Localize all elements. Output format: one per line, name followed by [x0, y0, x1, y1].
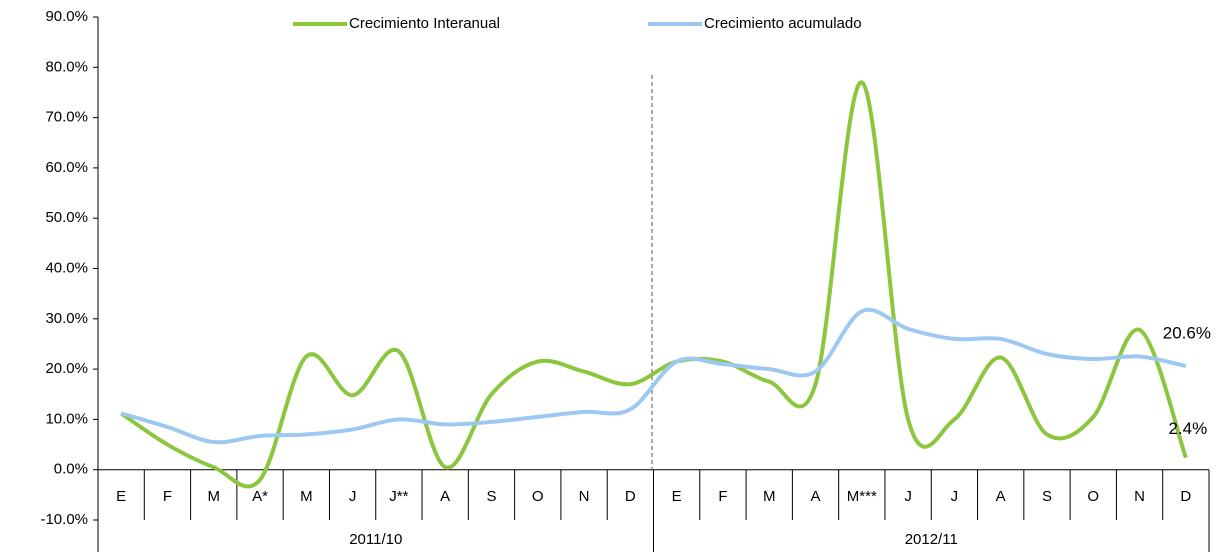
y-tick-label: 10.0%	[45, 410, 88, 427]
x-tick-label: S	[1042, 488, 1052, 505]
legend-label: Crecimiento acumulado	[704, 15, 862, 32]
y-tick-label: 0.0%	[54, 461, 88, 478]
x-tick-label: A*	[252, 488, 268, 505]
series-line	[120, 80, 1188, 489]
group-label: 2011/10	[349, 531, 402, 548]
group-label: 2012/11	[905, 531, 958, 548]
x-tick-label: J	[349, 488, 357, 505]
x-tick-label: J	[951, 488, 959, 505]
data-label: 20.6%	[1163, 324, 1211, 343]
y-tick-label: 70.0%	[45, 109, 88, 126]
x-tick-label: A	[440, 488, 450, 505]
x-tick-label: A	[996, 488, 1006, 505]
x-tick-label: D	[625, 488, 636, 505]
x-tick-label: F	[163, 488, 172, 505]
x-tick-label: M	[207, 488, 220, 505]
y-tick-label: 30.0%	[45, 310, 88, 327]
x-tick-label: M	[763, 488, 776, 505]
x-tick-label: F	[718, 488, 727, 505]
x-tick-label: J	[904, 488, 912, 505]
legend-label: Crecimiento Interanual	[349, 15, 500, 32]
y-tick-label: 50.0%	[45, 209, 88, 226]
y-tick-label: -10.0%	[40, 511, 88, 528]
series-line	[120, 307, 1187, 445]
x-tick-label: E	[116, 488, 126, 505]
x-tick-label: M***	[847, 488, 877, 505]
y-tick-label: 90.0%	[45, 8, 88, 25]
y-tick-label: 60.0%	[45, 159, 88, 176]
x-tick-label: S	[486, 488, 496, 505]
x-tick-label: O	[532, 488, 544, 505]
data-label: 2.4%	[1168, 419, 1207, 438]
x-tick-label: A	[811, 488, 821, 505]
y-tick-label: 40.0%	[45, 259, 88, 276]
x-tick-label: O	[1087, 488, 1099, 505]
y-tick-label: 20.0%	[45, 360, 88, 377]
y-tick-label: 80.0%	[45, 58, 88, 75]
x-tick-label: D	[1180, 488, 1191, 505]
x-tick-label: E	[672, 488, 682, 505]
x-tick-label: N	[1134, 488, 1145, 505]
x-tick-label: M	[300, 488, 313, 505]
x-tick-label: N	[579, 488, 590, 505]
x-tick-label: J**	[389, 488, 408, 505]
